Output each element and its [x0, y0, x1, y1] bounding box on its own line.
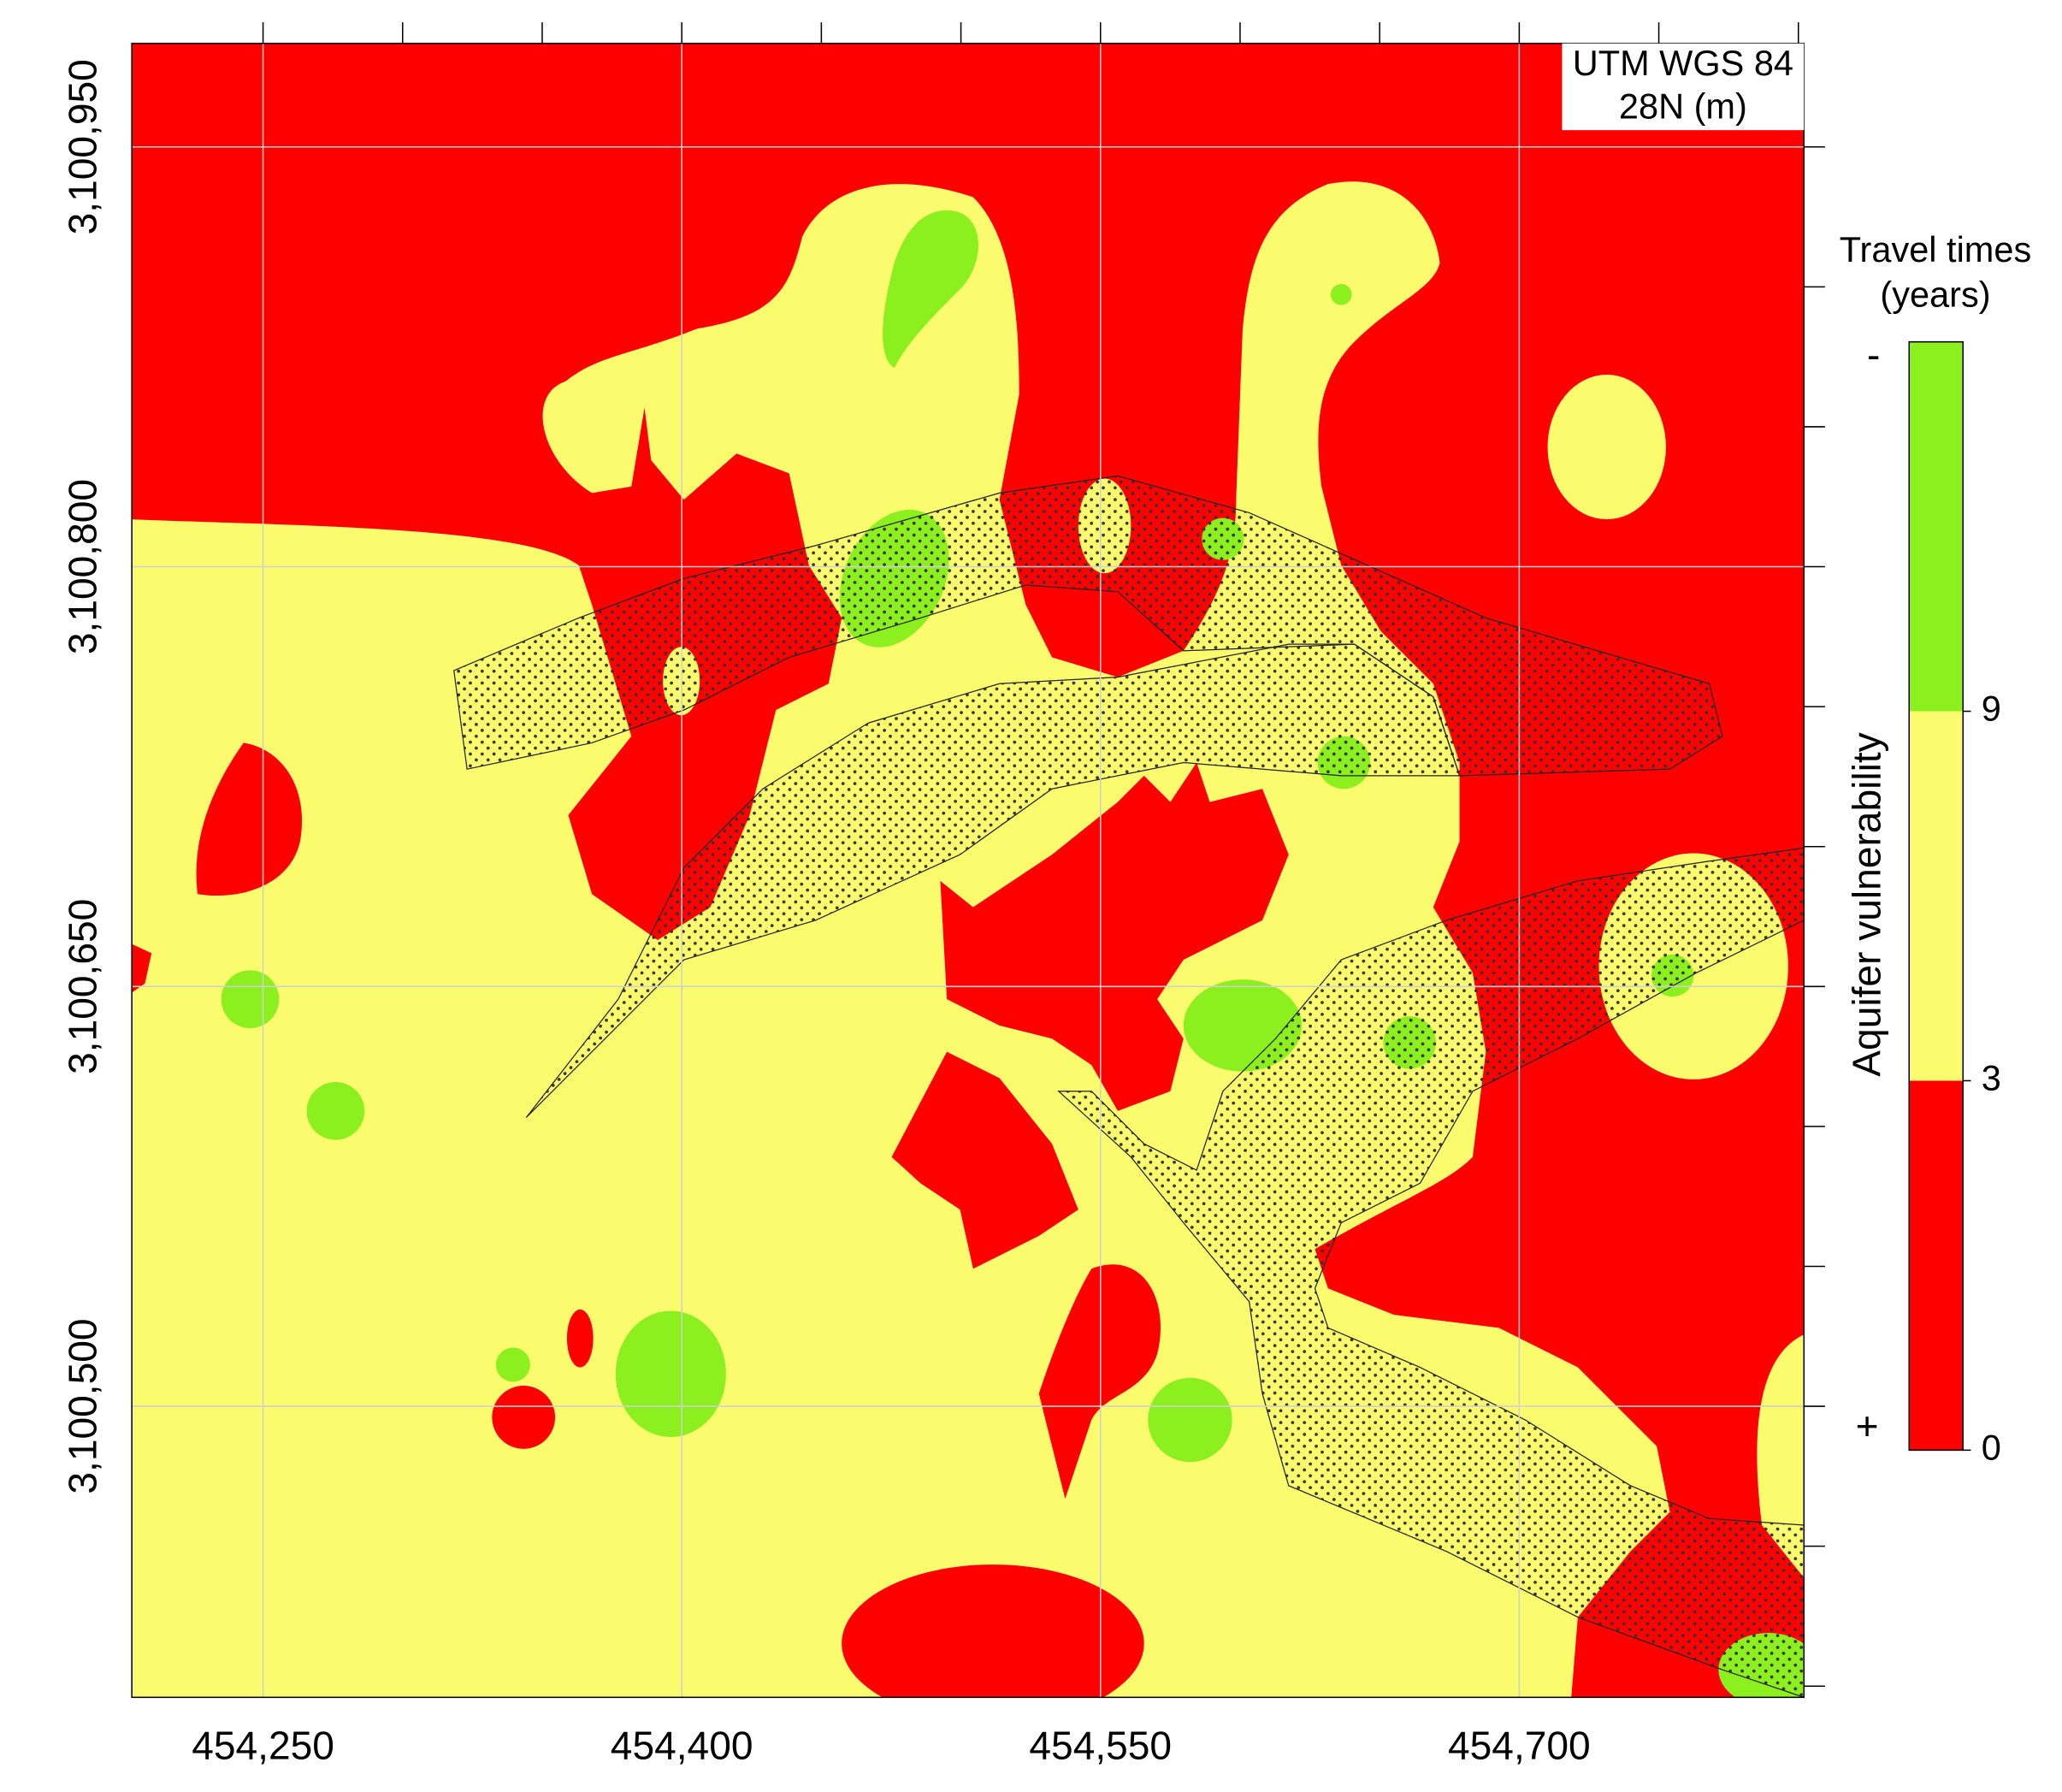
y-tick-label: 3,100,650 [61, 899, 105, 1074]
y-tick-label: 3,100,500 [61, 1318, 105, 1493]
legend-swatch [1909, 711, 1964, 1081]
hatched-zone [453, 475, 1723, 777]
legend-tick-label: 0 [1982, 1427, 2001, 1467]
region-red [891, 1051, 1078, 1269]
legend-swatch [1909, 341, 1964, 712]
region-green [615, 1310, 726, 1437]
region-green [221, 970, 280, 1028]
x-tick-label: 454,250 [192, 1723, 334, 1767]
region-yellow [1547, 375, 1666, 520]
region-green [1330, 284, 1352, 305]
crs-label: 28N (m) [1619, 86, 1747, 127]
region-red [842, 1564, 1144, 1698]
region-green [883, 210, 978, 369]
region-red [940, 762, 1289, 1111]
legend-bottom-label: + [1856, 1404, 1879, 1448]
legend-title: Travel times [1840, 229, 2031, 269]
legend-frame [1908, 340, 1965, 1452]
y-tick-label: 3,100,950 [61, 59, 105, 234]
legend-title: (years) [1880, 274, 1990, 314]
crs-label: UTM WGS 84 [1573, 43, 1793, 83]
y-tick-label: 3,100,800 [61, 479, 105, 654]
x-tick-label: 454,550 [1029, 1723, 1172, 1767]
crs-box [1562, 43, 1805, 131]
legend-axis-label: Aquifer vulnerability [1844, 732, 1888, 1076]
x-tick-label: 454,700 [1448, 1723, 1591, 1767]
legend-top-label: - [1867, 332, 1880, 376]
legend-swatch [1909, 1080, 1964, 1451]
region-red [196, 742, 303, 896]
region-green [495, 1347, 530, 1382]
region-green [306, 1081, 365, 1140]
region-green [1148, 1377, 1232, 1463]
map-area [132, 43, 1805, 1698]
region-yellow [1757, 1334, 1805, 1578]
region-red [132, 943, 152, 993]
region-red [566, 1309, 594, 1368]
map-frame [131, 42, 1805, 1699]
hatched-zone [525, 643, 1461, 1118]
legend-tick-label: 9 [1982, 689, 2001, 729]
hatched-zone [1057, 847, 1805, 1698]
region-red [492, 1386, 556, 1449]
region-red [1038, 1264, 1161, 1499]
legend-tick-label: 3 [1982, 1057, 2001, 1097]
x-tick-label: 454,400 [611, 1723, 753, 1767]
